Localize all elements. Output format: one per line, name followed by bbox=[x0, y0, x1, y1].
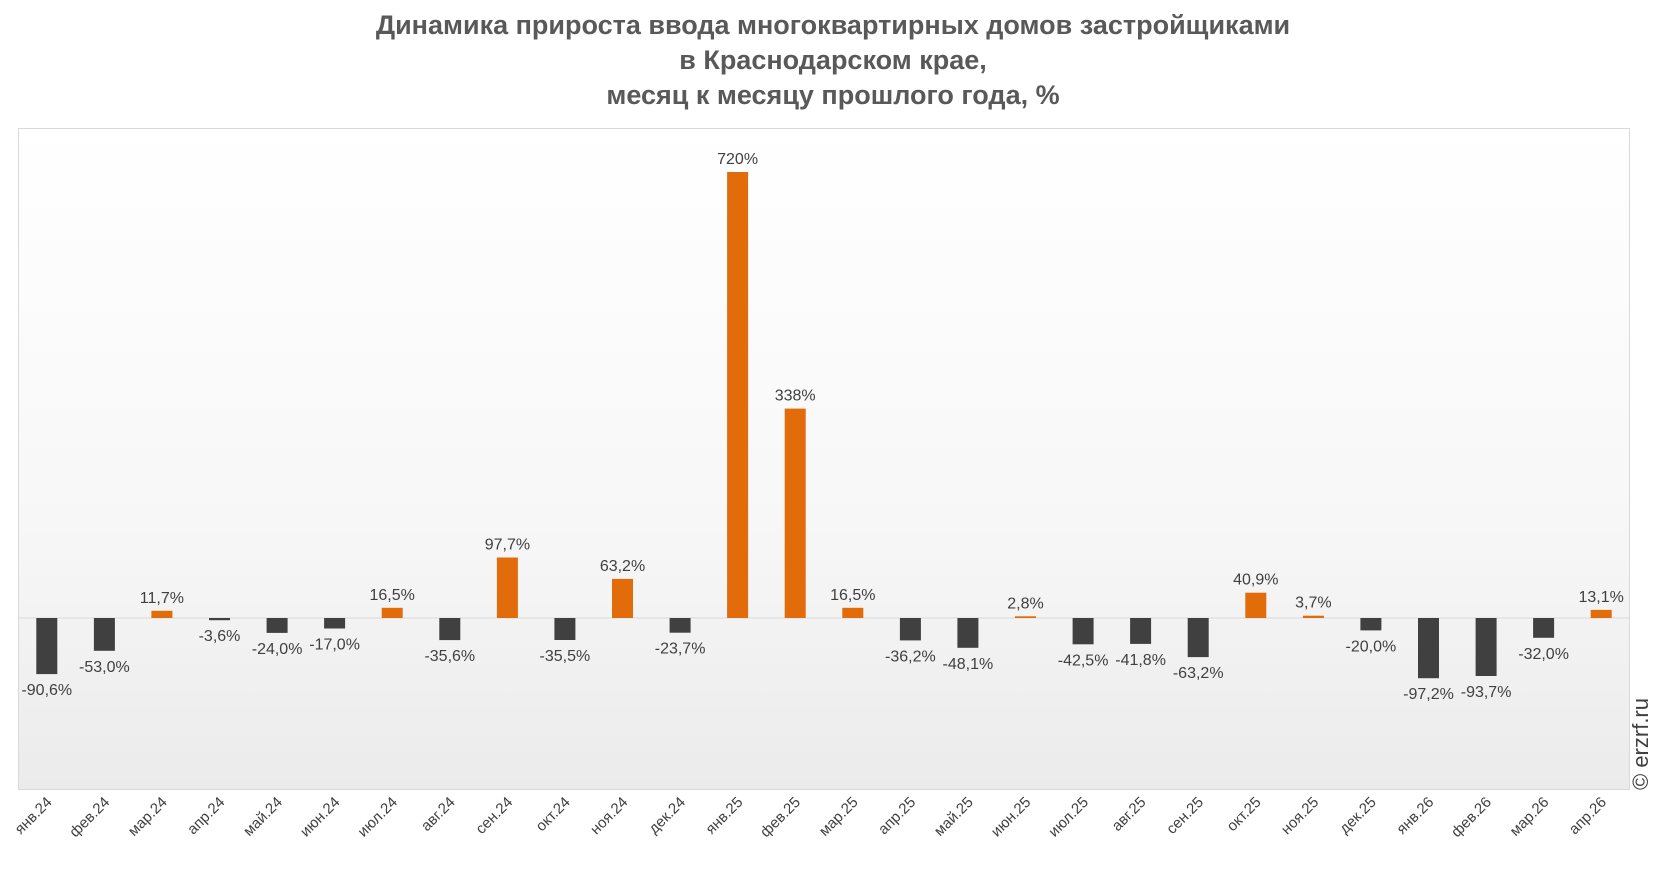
bar-ноя.25 bbox=[1302, 615, 1324, 618]
bar-май.24 bbox=[266, 618, 288, 633]
bar-сен.24 bbox=[496, 557, 518, 618]
watermark: © erzrf.ru bbox=[1628, 698, 1653, 790]
x-tick-label-фев.26: фев.26 bbox=[1448, 794, 1495, 841]
x-tick-label-фев.25: фев.25 bbox=[757, 794, 804, 841]
data-label-фев.26: -93,7% bbox=[1461, 684, 1512, 701]
bar-июн.24 bbox=[324, 618, 346, 629]
data-label-янв.26: -97,2% bbox=[1403, 686, 1454, 703]
bar-май.25 bbox=[957, 618, 979, 648]
bar-фев.26 bbox=[1475, 618, 1497, 676]
bar-фев.24 bbox=[93, 618, 115, 651]
data-label-мар.26: -32,0% bbox=[1518, 646, 1569, 663]
data-label-мар.25: 16,5% bbox=[830, 587, 875, 604]
x-tick-label-июн.25: июн.25 bbox=[988, 794, 1035, 841]
x-tick-label-май.24: май.24 bbox=[240, 794, 286, 840]
data-label-апр.25: -36,2% bbox=[885, 648, 936, 665]
data-label-июн.24: -17,0% bbox=[309, 637, 360, 654]
x-tick-label-фев.24: фев.24 bbox=[66, 794, 113, 841]
bar-апр.26 bbox=[1590, 609, 1612, 618]
chart-title-line-3: месяц к месяцу прошлого года, % bbox=[606, 80, 1060, 110]
x-tick-label-июл.25: июл.25 bbox=[1045, 794, 1092, 841]
bar-сен.25 bbox=[1187, 618, 1209, 658]
data-label-дек.24: -23,7% bbox=[655, 641, 706, 658]
data-label-фев.25: 338% bbox=[775, 388, 816, 405]
bar-авг.25 bbox=[1130, 618, 1152, 644]
data-label-окт.25: 40,9% bbox=[1233, 572, 1278, 589]
data-label-ноя.25: 3,7% bbox=[1295, 595, 1331, 612]
data-label-фев.24: -53,0% bbox=[79, 659, 130, 676]
x-tick-label-апр.26: апр.26 bbox=[1566, 794, 1610, 838]
x-tick-label-окт.24: окт.24 bbox=[533, 794, 574, 835]
x-tick-label-янв.26: янв.26 bbox=[1393, 794, 1437, 838]
bar-янв.25 bbox=[727, 172, 749, 618]
chart-title-line-1: Динамика прироста ввода многоквартирных … bbox=[375, 10, 1291, 40]
x-tick-label-авг.25: авг.25 bbox=[1109, 794, 1150, 835]
data-label-авг.24: -35,6% bbox=[424, 648, 475, 665]
x-tick-label-ноя.25: ноя.25 bbox=[1278, 794, 1322, 838]
bar-янв.24 bbox=[36, 618, 58, 675]
data-label-июл.25: -42,5% bbox=[1058, 652, 1109, 669]
chart-title-line-2: в Краснодарском крае, bbox=[679, 45, 987, 75]
data-label-июн.25: 2,8% bbox=[1007, 595, 1043, 612]
data-label-май.25: -48,1% bbox=[943, 656, 994, 673]
plot-area bbox=[18, 128, 1630, 790]
bar-апр.25 bbox=[899, 618, 921, 641]
data-label-мар.24: 11,7% bbox=[140, 590, 184, 607]
x-tick-label-янв.25: янв.25 bbox=[702, 794, 746, 838]
x-tick-label-сен.24: сен.24 bbox=[472, 794, 516, 838]
x-tick-label-апр.25: апр.25 bbox=[875, 794, 919, 838]
bar-мар.25 bbox=[842, 607, 864, 618]
data-label-янв.24: -90,6% bbox=[21, 682, 72, 699]
x-tick-label-июл.24: июл.24 bbox=[354, 794, 401, 841]
bar-авг.24 bbox=[439, 618, 461, 641]
bar-апр.24 bbox=[209, 618, 230, 621]
bar-мар.26 bbox=[1533, 618, 1555, 638]
x-tick-label-янв.24: янв.24 bbox=[12, 794, 56, 838]
x-tick-label-мар.25: мар.25 bbox=[816, 794, 862, 840]
x-tick-label-ноя.24: ноя.24 bbox=[587, 794, 631, 838]
data-label-янв.25: 720% bbox=[717, 151, 758, 168]
bar-янв.26 bbox=[1418, 618, 1439, 679]
bar-июн.25 bbox=[1015, 616, 1036, 618]
x-tick-label-мар.26: мар.26 bbox=[1507, 794, 1553, 840]
bar-окт.24 bbox=[554, 618, 576, 640]
bar-июл.25 bbox=[1072, 618, 1094, 645]
bar-ноя.24 bbox=[612, 578, 633, 618]
data-label-май.24: -24,0% bbox=[252, 641, 303, 658]
bar-окт.25 bbox=[1245, 592, 1267, 618]
data-label-ноя.24: 63,2% bbox=[600, 558, 645, 575]
data-label-дек.25: -20,0% bbox=[1346, 638, 1397, 655]
x-tick-label-мар.24: мар.24 bbox=[125, 794, 171, 840]
bar-фев.25 bbox=[784, 408, 806, 618]
bar-мар.24 bbox=[151, 610, 173, 618]
data-label-апр.24: -3,6% bbox=[199, 628, 241, 645]
x-tick-label-июн.24: июн.24 bbox=[297, 794, 344, 841]
x-tick-label-авг.24: авг.24 bbox=[418, 794, 459, 835]
bar-дек.24 bbox=[669, 618, 691, 633]
x-tick-label-май.25: май.25 bbox=[931, 794, 977, 840]
data-label-сен.25: -63,2% bbox=[1173, 665, 1224, 682]
chart-title: Динамика прироста ввода многоквартирных … bbox=[0, 8, 1666, 113]
x-tick-label-сен.25: сен.25 bbox=[1163, 794, 1207, 838]
data-label-сен.24: 97,7% bbox=[485, 537, 530, 554]
x-tick-label-апр.24: апр.24 bbox=[184, 794, 228, 838]
data-label-апр.26: 13,1% bbox=[1579, 589, 1624, 606]
x-tick-label-окт.25: окт.25 bbox=[1224, 794, 1265, 835]
data-label-окт.24: -35,5% bbox=[540, 648, 591, 665]
x-tick-label-дек.25: дек.25 bbox=[1336, 794, 1379, 837]
data-label-июл.24: 16,5% bbox=[370, 587, 415, 604]
bar-июл.24 bbox=[381, 607, 403, 618]
data-label-авг.25: -41,8% bbox=[1115, 652, 1166, 669]
x-tick-label-дек.24: дек.24 bbox=[645, 794, 688, 837]
bar-дек.25 bbox=[1360, 618, 1382, 631]
